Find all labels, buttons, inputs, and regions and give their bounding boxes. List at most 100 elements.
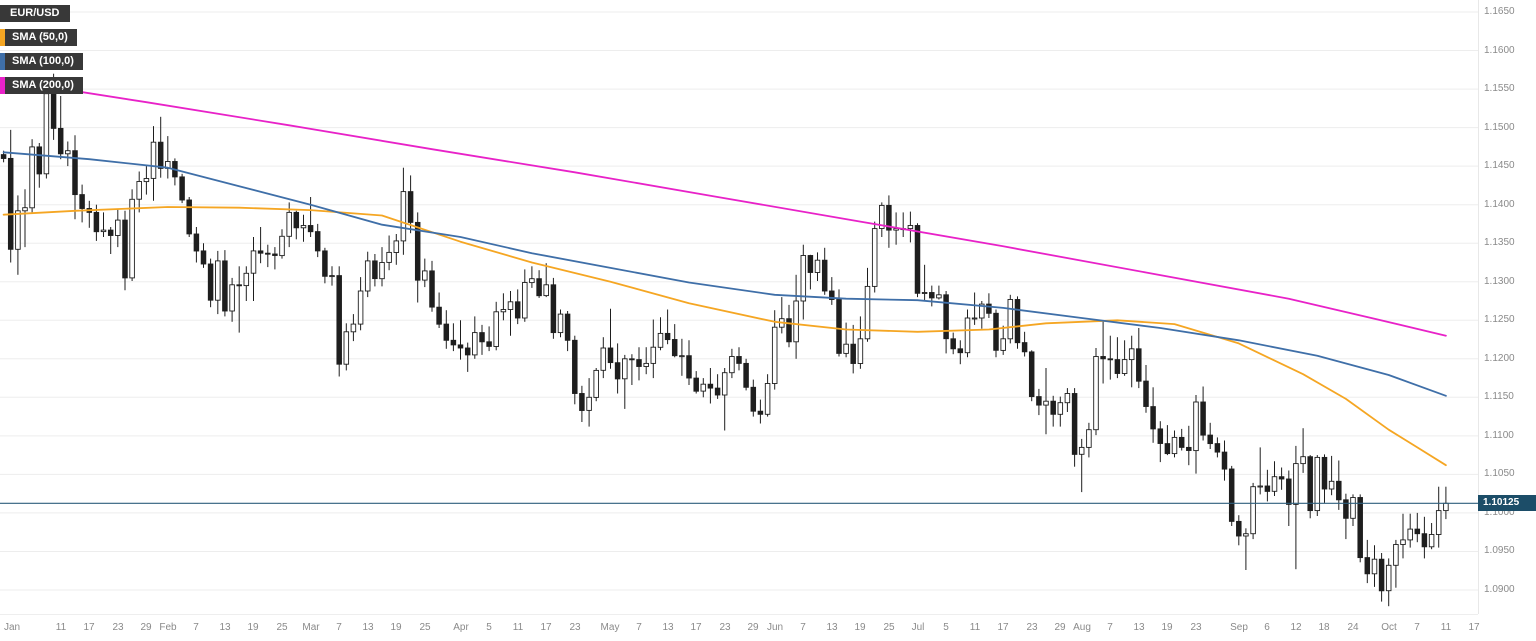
time-axis[interactable]: Jan 11 17 23 29 Feb 7 13 19 25 Mar 7 13 19 25 Apr 5 11 17 2…: [0, 614, 1480, 641]
candle-body: [1236, 520, 1242, 537]
sma50-badge[interactable]: SMA (50,0): [0, 29, 77, 46]
price-axis-label: 1.0950: [1484, 545, 1515, 556]
candle-body: [572, 339, 578, 394]
price-axis[interactable]: 1.10125 1.1650 1.1600 1.1550 1.1500 1.1450 1.…: [1478, 0, 1536, 614]
candle-body: [1086, 429, 1092, 448]
sma50-color-chip: [0, 29, 5, 46]
candle-body: [543, 284, 549, 297]
candle-body: [814, 259, 821, 273]
candle-body: [693, 377, 699, 392]
candle-body: [1407, 528, 1413, 541]
date-axis-label: 7: [636, 622, 642, 633]
chart-legend: EUR/USD SMA (50,0) SMA (100,0) SMA (200,…: [0, 5, 83, 94]
candle-body: [215, 260, 221, 301]
date-axis-label: 29: [140, 622, 152, 633]
candle-body: [279, 235, 285, 257]
candle-body: [1028, 351, 1035, 398]
candle-body: [1036, 396, 1042, 406]
candle-body: [871, 228, 878, 287]
date-axis-label: 5: [486, 622, 492, 633]
price-axis-label: 1.1550: [1484, 83, 1515, 94]
candle-body: [93, 211, 100, 233]
candle-body: [1128, 348, 1135, 361]
candle-body: [100, 229, 107, 233]
symbol-label: EUR/USD: [10, 7, 60, 19]
candle-body: [821, 259, 828, 292]
candle-body: [479, 332, 485, 343]
candle-body: [443, 323, 450, 341]
price-axis-label: 1.1450: [1484, 160, 1515, 171]
date-axis-label: 25: [883, 622, 895, 633]
candle-body: [614, 362, 621, 380]
candle-body: [300, 225, 307, 229]
price-axis-label: 1.1300: [1484, 276, 1515, 287]
date-axis-label: 13: [219, 622, 231, 633]
date-axis-label: 7: [800, 622, 806, 633]
candle-body: [536, 278, 542, 297]
candle-body: [1264, 485, 1271, 492]
candle-body: [143, 178, 150, 183]
candle-body: [136, 181, 142, 200]
candle-body: [1057, 402, 1064, 415]
candle-body: [414, 221, 421, 281]
candle-body: [286, 211, 292, 237]
price-axis-label: 1.1200: [1484, 353, 1515, 364]
candle-body: [957, 348, 964, 354]
price-axis-label: 1.1400: [1484, 199, 1515, 210]
sma200-badge[interactable]: SMA (200,0): [0, 77, 83, 94]
date-axis-label: 13: [362, 622, 374, 633]
candle-body: [1078, 446, 1085, 455]
date-axis-label: 13: [1133, 622, 1145, 633]
candle-body: [721, 372, 728, 396]
candle-body: [1100, 356, 1106, 360]
candle-body: [971, 317, 978, 320]
candle-body: [122, 219, 128, 279]
plot-area[interactable]: [0, 0, 1478, 614]
date-axis-label: 23: [112, 622, 124, 633]
candle-body: [850, 343, 856, 364]
candle-body: [1435, 510, 1442, 535]
candle-body: [507, 301, 514, 310]
candle-body: [350, 323, 357, 333]
sma100-badge[interactable]: SMA (100,0): [0, 53, 83, 70]
candle-body: [486, 341, 492, 347]
candle-body: [129, 198, 135, 279]
date-axis-label: Jan: [3, 622, 21, 633]
candle-body: [393, 240, 400, 253]
candle-body: [193, 233, 200, 252]
candle-body: [907, 225, 914, 230]
candle-body: [864, 285, 871, 340]
sma-200-line: [2, 78, 1447, 337]
candle-body: [1293, 463, 1299, 505]
candle-body: [886, 204, 892, 231]
price-axis-label: 1.1350: [1484, 237, 1515, 248]
candle-body: [629, 358, 635, 361]
candle-body: [265, 252, 271, 255]
date-axis-label: 25: [276, 622, 288, 633]
candle-body: [1378, 558, 1385, 592]
candle-body: [1214, 443, 1221, 453]
candle-body: [464, 347, 471, 356]
candle-body: [986, 303, 992, 314]
candle-body: [450, 339, 457, 346]
candle-body: [1393, 544, 1399, 566]
candle-body: [1221, 451, 1228, 470]
candle-body: [771, 326, 778, 384]
candle-body: [793, 300, 799, 343]
candle-body: [22, 207, 28, 212]
candle-body: [7, 157, 14, 250]
candle-body: [1371, 558, 1378, 575]
date-axis-label: 11: [969, 622, 981, 633]
candle-body: [657, 332, 664, 348]
candle-body: [1007, 299, 1014, 340]
candle-body: [322, 250, 328, 277]
date-axis-label: Mar: [302, 622, 320, 633]
candle-body: [879, 204, 885, 229]
symbol-badge[interactable]: EUR/USD: [0, 5, 70, 22]
candle-body: [714, 387, 721, 396]
date-axis-label: 23: [569, 622, 581, 633]
candle-body: [1343, 499, 1349, 519]
candle-body: [1157, 428, 1164, 444]
date-axis-label: 7: [1414, 622, 1420, 633]
candle-body: [429, 270, 435, 308]
